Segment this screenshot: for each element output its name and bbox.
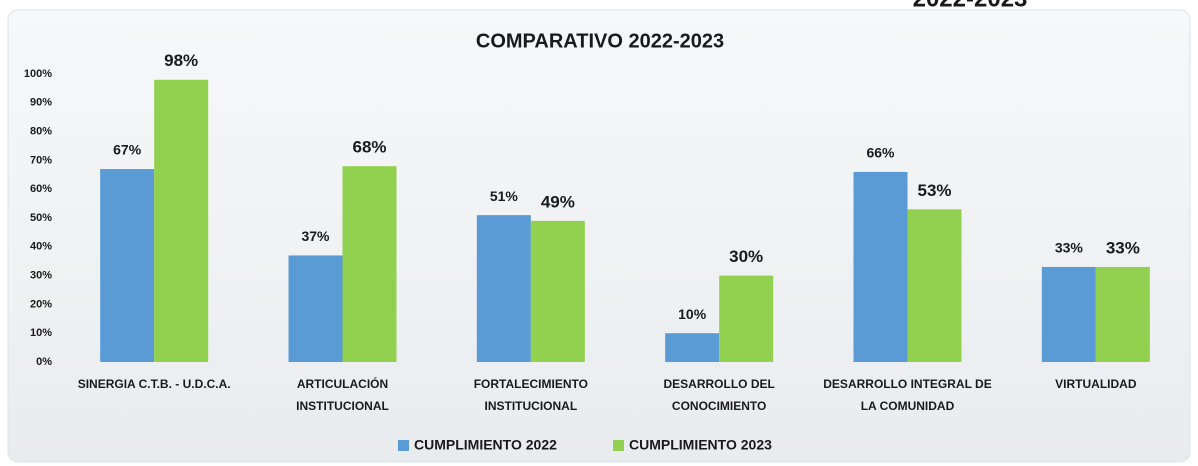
data-label: 68% bbox=[352, 138, 386, 157]
bar bbox=[154, 79, 209, 362]
legend-label: CUMPLIMIENTO 2023 bbox=[629, 437, 772, 453]
data-label: 49% bbox=[541, 192, 575, 211]
bar bbox=[100, 169, 155, 362]
x-tick-label: DESARROLLO INTEGRAL DE LA COMUNIDAD bbox=[823, 377, 992, 413]
x-tick-label: DESARROLLO DEL CONOCIMIENTO bbox=[663, 377, 775, 413]
y-tick-label: 80% bbox=[30, 126, 52, 138]
chart-title: COMPARATIVO 2022-2023 bbox=[476, 30, 724, 52]
bar bbox=[288, 255, 343, 362]
bar bbox=[665, 333, 720, 362]
y-tick-label: 20% bbox=[30, 298, 52, 310]
x-tick-label: FORTALECIMIENTO INSTITUCIONAL bbox=[473, 377, 588, 413]
data-label: 51% bbox=[490, 188, 519, 204]
y-tick-label: 10% bbox=[30, 327, 52, 339]
y-tick-label: 100% bbox=[24, 68, 52, 80]
bar bbox=[1095, 266, 1150, 362]
bar bbox=[907, 209, 962, 362]
y-tick-label: 50% bbox=[30, 212, 52, 224]
y-tick-label: 30% bbox=[30, 270, 52, 282]
x-tick-label: VIRTUALIDAD bbox=[1055, 377, 1137, 391]
legend-swatch bbox=[613, 440, 624, 451]
data-label: 33% bbox=[1106, 238, 1140, 257]
data-label: 98% bbox=[164, 51, 198, 70]
data-label: 37% bbox=[301, 228, 330, 244]
data-label: 66% bbox=[866, 145, 895, 161]
bar bbox=[853, 171, 908, 362]
bar bbox=[476, 215, 531, 362]
data-label: 67% bbox=[113, 142, 142, 158]
data-label: 33% bbox=[1055, 240, 1084, 256]
y-tick-label: 0% bbox=[36, 356, 52, 368]
y-tick-label: 70% bbox=[30, 154, 52, 166]
header-fragment: 2022-2023 bbox=[913, 0, 1028, 12]
bar bbox=[342, 166, 397, 362]
x-tick-label: ARTICULACIÓN INSTITUCIONAL bbox=[296, 377, 389, 413]
data-label: 10% bbox=[678, 306, 707, 322]
legend-swatch bbox=[398, 440, 409, 451]
bar bbox=[530, 220, 585, 362]
bar bbox=[719, 275, 774, 362]
x-tick-label: SINERGIA C.T.B. - U.D.C.A. bbox=[77, 377, 231, 391]
y-tick-label: 90% bbox=[30, 97, 52, 109]
bar bbox=[1041, 266, 1096, 362]
data-label: 53% bbox=[917, 181, 951, 200]
y-tick-label: 40% bbox=[30, 241, 52, 253]
data-label: 30% bbox=[729, 247, 763, 266]
y-tick-label: 60% bbox=[30, 183, 52, 195]
legend-label: CUMPLIMIENTO 2022 bbox=[414, 437, 557, 453]
